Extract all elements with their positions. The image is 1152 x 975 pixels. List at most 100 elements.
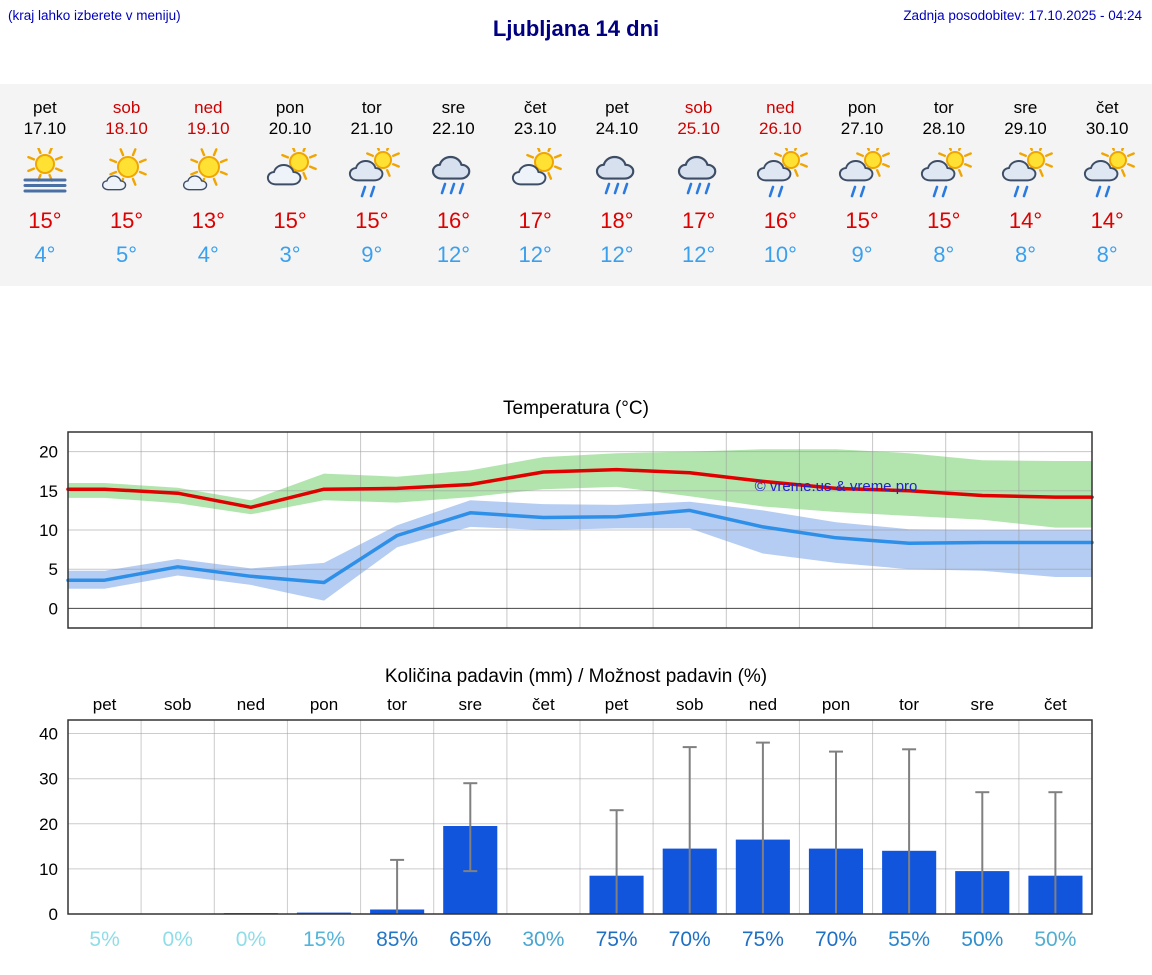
svg-text:0%: 0% [236, 928, 266, 951]
low-temp: 12° [518, 242, 552, 267]
svg-text:čet: čet [532, 695, 555, 714]
day-date: 25.10 [677, 119, 720, 138]
high-temp: 15° [28, 208, 62, 233]
low-temp: 9° [361, 242, 383, 267]
svg-text:pon: pon [310, 695, 338, 714]
location-note: (kraj lahko izberete v meniju) [8, 8, 181, 23]
svg-text:sob: sob [676, 695, 703, 714]
svg-text:pet: pet [93, 695, 117, 714]
svg-text:30%: 30% [522, 928, 564, 951]
svg-text:70%: 70% [815, 928, 857, 951]
page-title: Ljubljana 14 dni [492, 16, 660, 41]
forecast-day: pet 24.10 18° 12° [576, 98, 658, 268]
svg-text:50%: 50% [961, 928, 1003, 951]
svg-text:10: 10 [39, 860, 58, 879]
svg-text:85%: 85% [376, 928, 418, 951]
day-date: 27.10 [840, 119, 884, 138]
high-temp: 14° [1008, 208, 1043, 233]
precipitation-chart: pet sob ned pon tor sre čet pet sob ned pon tor sre č… [39, 695, 1093, 951]
low-temp: 4° [197, 242, 219, 267]
svg-text:55%: 55% [888, 928, 930, 951]
day-name: tor [933, 98, 954, 117]
high-temp: 15° [845, 208, 879, 233]
sun-cloud-rain-icon [739, 143, 821, 204]
low-temp: 12° [681, 242, 716, 267]
day-name: tor [361, 98, 382, 117]
low-temp: 8° [1014, 242, 1036, 267]
low-temp: 4° [34, 242, 56, 267]
forecast-day: sre 22.10 16° 12° [413, 98, 495, 268]
day-name: čet [523, 98, 547, 117]
precipitation-chart-block: Količina padavin (mm) / Možnost padavin … [0, 666, 1152, 956]
low-temp: 9° [851, 242, 873, 267]
sun-cloud-icon [249, 144, 331, 204]
low-temp: 8° [933, 242, 955, 267]
svg-text:65%: 65% [449, 928, 491, 951]
svg-text:20: 20 [39, 815, 58, 834]
high-temp: 15° [927, 208, 961, 233]
forecast-day: tor 28.10 15° 8° [903, 98, 985, 268]
cloud-rain-icon [576, 148, 658, 204]
day-date: 29.10 [1004, 119, 1047, 138]
svg-text:sob: sob [164, 695, 191, 714]
day-name: sre [1013, 98, 1038, 117]
svg-text:70%: 70% [669, 928, 711, 951]
svg-text:30: 30 [39, 770, 58, 789]
svg-text:20: 20 [39, 443, 58, 462]
sun-cloud-rain-icon [331, 143, 413, 204]
sun-cloud-rain-icon [1066, 143, 1148, 204]
forecast-day: sob 25.10 17° 12° [658, 98, 740, 268]
day-date: 20.10 [268, 119, 312, 138]
svg-text:40: 40 [39, 725, 58, 744]
forecast-day: tor 21.10 15° 9° [331, 98, 413, 268]
sun-cloud-icon [494, 144, 576, 204]
day-date: 17.10 [23, 119, 67, 138]
svg-text:15%: 15% [303, 928, 345, 951]
sun-cloud-rain-icon [821, 143, 903, 204]
svg-text:© vreme.us & vreme.pro: © vreme.us & vreme.pro [755, 478, 918, 495]
day-date: 18.10 [105, 119, 148, 138]
forecast-strip: pet 17.10 15° 4° sob 18.10 15° 5° ned 19.10 13° 4° p… [0, 84, 1152, 286]
svg-text:75%: 75% [596, 928, 638, 951]
svg-text:75%: 75% [742, 928, 784, 951]
day-date: 21.10 [350, 119, 393, 138]
svg-text:0%: 0% [163, 928, 193, 951]
svg-text:5%: 5% [89, 928, 119, 951]
svg-text:pet: pet [605, 695, 629, 714]
sun-cloud-rain-icon [903, 143, 985, 204]
high-temp: 16° [436, 208, 471, 233]
sun-cloud-rain-icon [985, 143, 1067, 204]
high-temp: 15° [273, 208, 307, 233]
day-date: 23.10 [513, 119, 557, 138]
day-name: sre [441, 98, 466, 117]
last-updated: Zadnja posodobitev: 17.10.2025 - 04:24 [903, 8, 1142, 23]
day-name: pet [605, 98, 629, 117]
svg-text:čet: čet [1044, 695, 1067, 714]
day-name: ned [766, 98, 795, 117]
day-name: pet [33, 98, 57, 117]
day-name: sob [684, 98, 713, 117]
temperature-chart-title: Temperatura (°C) [503, 398, 649, 419]
day-date: 30.10 [1085, 119, 1129, 138]
day-name: sob [112, 98, 141, 117]
svg-text:tor: tor [899, 695, 919, 714]
svg-text:50%: 50% [1034, 928, 1076, 951]
forecast-day: ned 26.10 16° 10° [739, 98, 821, 268]
high-temp: 13° [191, 208, 225, 233]
sun-small-cloud-icon [86, 148, 168, 204]
svg-text:sre: sre [458, 695, 482, 714]
high-temp: 17° [681, 208, 716, 233]
svg-text:ned: ned [749, 695, 777, 714]
low-temp: 5° [116, 242, 138, 267]
svg-text:5: 5 [49, 560, 58, 579]
svg-text:pon: pon [822, 695, 850, 714]
high-temp: 17° [518, 208, 552, 233]
page-header: (kraj lahko izberete v meniju) Ljubljana… [0, 0, 1152, 52]
high-temp: 15° [109, 208, 144, 233]
svg-text:0: 0 [49, 905, 58, 924]
forecast-day: pon 20.10 15° 3° [249, 98, 331, 268]
day-name: ned [194, 98, 223, 117]
day-name: čet [1095, 98, 1119, 117]
forecast-day: sob 18.10 15° 5° [86, 98, 168, 268]
temperature-chart-block: Temperatura (°C) 0 5 10 15 20 © vreme.us & vr… [0, 398, 1152, 642]
